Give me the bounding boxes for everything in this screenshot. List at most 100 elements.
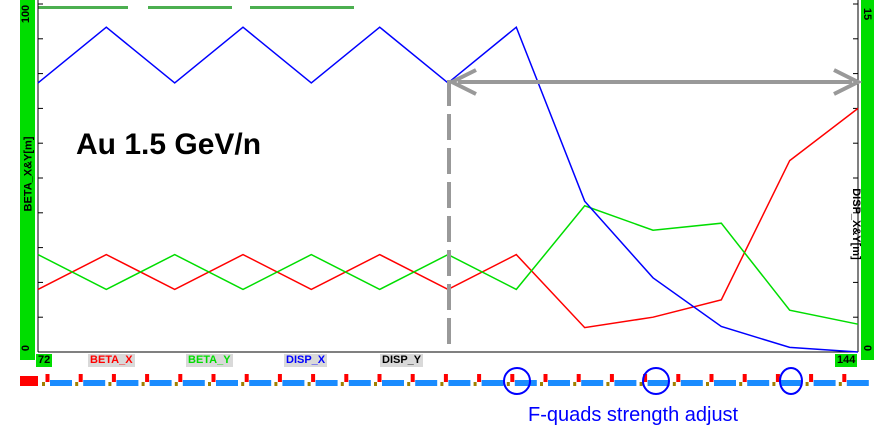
lattice-quad xyxy=(78,374,83,382)
lattice-quad xyxy=(576,374,581,382)
lattice-quad xyxy=(211,374,216,382)
beam-annotation: Au 1.5 GeV/n xyxy=(76,128,261,161)
left-axis-strip xyxy=(20,0,35,360)
lattice-corrector xyxy=(440,382,444,386)
lattice-dipole xyxy=(382,380,404,386)
lattice-quad xyxy=(742,374,747,382)
lattice-dipole xyxy=(448,380,471,386)
lattice-dipole xyxy=(50,380,72,386)
lattice-quad xyxy=(543,374,548,382)
lattice-corrector xyxy=(739,382,743,386)
lattice-corrector xyxy=(805,382,809,386)
lattice-dipole xyxy=(647,380,670,386)
lattice-dipole xyxy=(83,380,106,386)
lattice-quad xyxy=(410,374,415,382)
legend-beta-x: BETA_X xyxy=(88,354,135,367)
legend-disp-x: DISP_X xyxy=(284,354,328,367)
y-right-label: DISP_X&Y[m] xyxy=(849,188,862,260)
lattice-quad xyxy=(809,374,814,382)
lattice-quad xyxy=(709,374,714,382)
lattice-corrector xyxy=(772,382,776,386)
lattice-dipole xyxy=(514,380,537,386)
y-left-tick-max: 100 xyxy=(20,4,33,24)
lattice-quad xyxy=(443,374,448,382)
lattice-quad xyxy=(45,374,50,382)
lattice-dipole xyxy=(481,380,504,386)
lattice-dipole xyxy=(315,380,338,386)
lattice-dipole xyxy=(282,380,305,386)
lattice-corrector xyxy=(340,382,344,386)
lattice-corrector xyxy=(639,382,643,386)
lattice-corrector xyxy=(506,382,510,386)
lattice-corrector xyxy=(174,382,178,386)
right-axis-strip xyxy=(861,0,874,360)
lattice-dipole xyxy=(548,380,570,386)
legend-disp-y: DISP_Y xyxy=(380,354,424,367)
lattice-quad xyxy=(377,374,382,382)
lattice-corrector xyxy=(274,382,278,386)
lattice-quad xyxy=(775,374,780,382)
lattice-strip xyxy=(20,374,869,386)
lattice-corrector xyxy=(108,382,112,386)
y-left-label: BETA_X&Y[m] xyxy=(22,136,35,212)
lattice-corrector xyxy=(241,382,245,386)
lattice-dipole xyxy=(116,380,139,386)
f-quad-highlight xyxy=(642,367,670,395)
matching-section-arrow xyxy=(447,68,863,96)
lattice-quad xyxy=(842,374,847,382)
lattice-corrector xyxy=(606,382,610,386)
lattice-corrector xyxy=(374,382,377,386)
x-tick-end: 144 xyxy=(835,354,858,367)
callout-text: F-quads strength adjust xyxy=(528,404,739,426)
lattice-dipole xyxy=(846,380,869,386)
lattice-dipole xyxy=(249,380,272,386)
header-fragment xyxy=(38,6,354,9)
lattice-dipole xyxy=(415,380,438,386)
plot-frame xyxy=(37,0,859,353)
lattice-quad xyxy=(643,374,648,382)
f-quad-highlight xyxy=(779,367,803,395)
lattice-dipole xyxy=(614,380,637,386)
lattice-corrector xyxy=(573,382,577,386)
lattice-corrector xyxy=(706,382,709,386)
lattice-quad xyxy=(477,374,482,382)
lattice-quad xyxy=(277,374,282,382)
lattice-corrector xyxy=(838,382,842,386)
lattice-dipole xyxy=(714,380,736,386)
lattice-dipole xyxy=(780,380,803,386)
lattice-dipole xyxy=(216,380,238,386)
lattice-dipole xyxy=(182,380,205,386)
y-right-tick-max: 15 xyxy=(861,7,874,21)
lattice-dipole xyxy=(813,380,836,386)
lattice-corrector xyxy=(540,382,543,386)
lattice-corrector xyxy=(307,382,311,386)
lattice-corrector xyxy=(672,382,676,386)
lattice-dipole xyxy=(747,380,770,386)
y-right-tick-min: 0 xyxy=(861,344,874,352)
y-left-tick-min: 0 xyxy=(20,344,33,352)
lattice-start-block xyxy=(20,376,38,386)
lattice-corrector xyxy=(473,382,477,386)
lattice-dipole xyxy=(149,380,172,386)
lattice-dipole xyxy=(680,380,703,386)
lattice-dipole xyxy=(581,380,604,386)
legend-beta-y: BETA_Y xyxy=(186,354,233,367)
lattice-corrector xyxy=(208,382,211,386)
lattice-corrector xyxy=(42,382,45,386)
f-quad-highlights xyxy=(503,367,803,395)
lattice-quad xyxy=(676,374,681,382)
lattice-quad xyxy=(510,374,515,382)
f-quad-highlight xyxy=(503,367,531,395)
lattice-dipole xyxy=(348,380,371,386)
lattice-quad xyxy=(178,374,183,382)
lattice-quad xyxy=(145,374,150,382)
lattice-quad xyxy=(311,374,316,382)
lattice-corrector xyxy=(407,382,411,386)
x-tick-start: 72 xyxy=(36,354,53,367)
lattice-corrector xyxy=(75,382,79,386)
lattice-quad xyxy=(344,374,349,382)
lattice-quad xyxy=(111,374,116,382)
lattice-quad xyxy=(244,374,249,382)
lattice-quad xyxy=(609,374,614,382)
